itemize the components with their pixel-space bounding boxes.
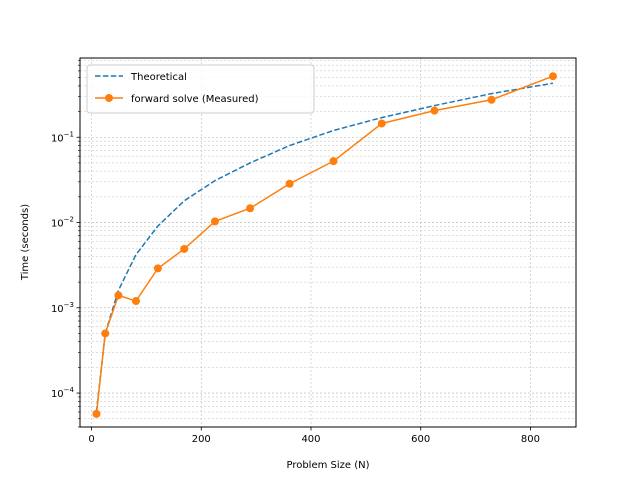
series-point [548,72,557,81]
series-point [92,409,101,418]
x-tick-label: 600 [411,434,430,445]
series-point [246,204,255,213]
grid [80,58,576,428]
x-axis-ticks: 0 200 400 600 800 [88,427,540,445]
series-point [153,264,162,273]
y-tick-label: 10−2 [51,216,74,230]
y-tick-label: 10−3 [51,301,74,315]
y-tick-label: 10−1 [51,130,74,144]
y-tick-label: 10−4 [51,386,75,400]
series-point [430,106,439,115]
series-point [210,217,219,226]
series-point [285,179,294,188]
x-tick-label: 200 [192,434,211,445]
x-tick-label: 400 [301,434,320,445]
series-point [101,329,110,338]
series-point [377,119,386,128]
series-layer [92,72,557,418]
y-axis-label: Time (seconds) [20,204,31,281]
legend: Theoretical forward solve (Measured) [86,64,315,114]
legend-measured-label: forward solve (Measured) [131,94,259,105]
series-point [114,291,123,300]
x-tick-label: 800 [521,434,540,445]
legend-box [86,64,315,114]
axes-frame [79,57,577,428]
x-tick-label: 0 [88,434,94,445]
series-point [131,297,140,306]
y-axis-ticks: 10−4 10−3 10−2 10−1 [51,59,80,428]
plot-area [80,58,576,427]
legend-theoretical-label: Theoretical [130,72,187,83]
series-line-0 [95,82,554,413]
x-axis-label: Problem Size (N) [286,460,369,471]
series-point [329,157,338,166]
legend-measured-marker [105,94,113,102]
series-point [180,244,189,253]
series-point [487,95,496,104]
